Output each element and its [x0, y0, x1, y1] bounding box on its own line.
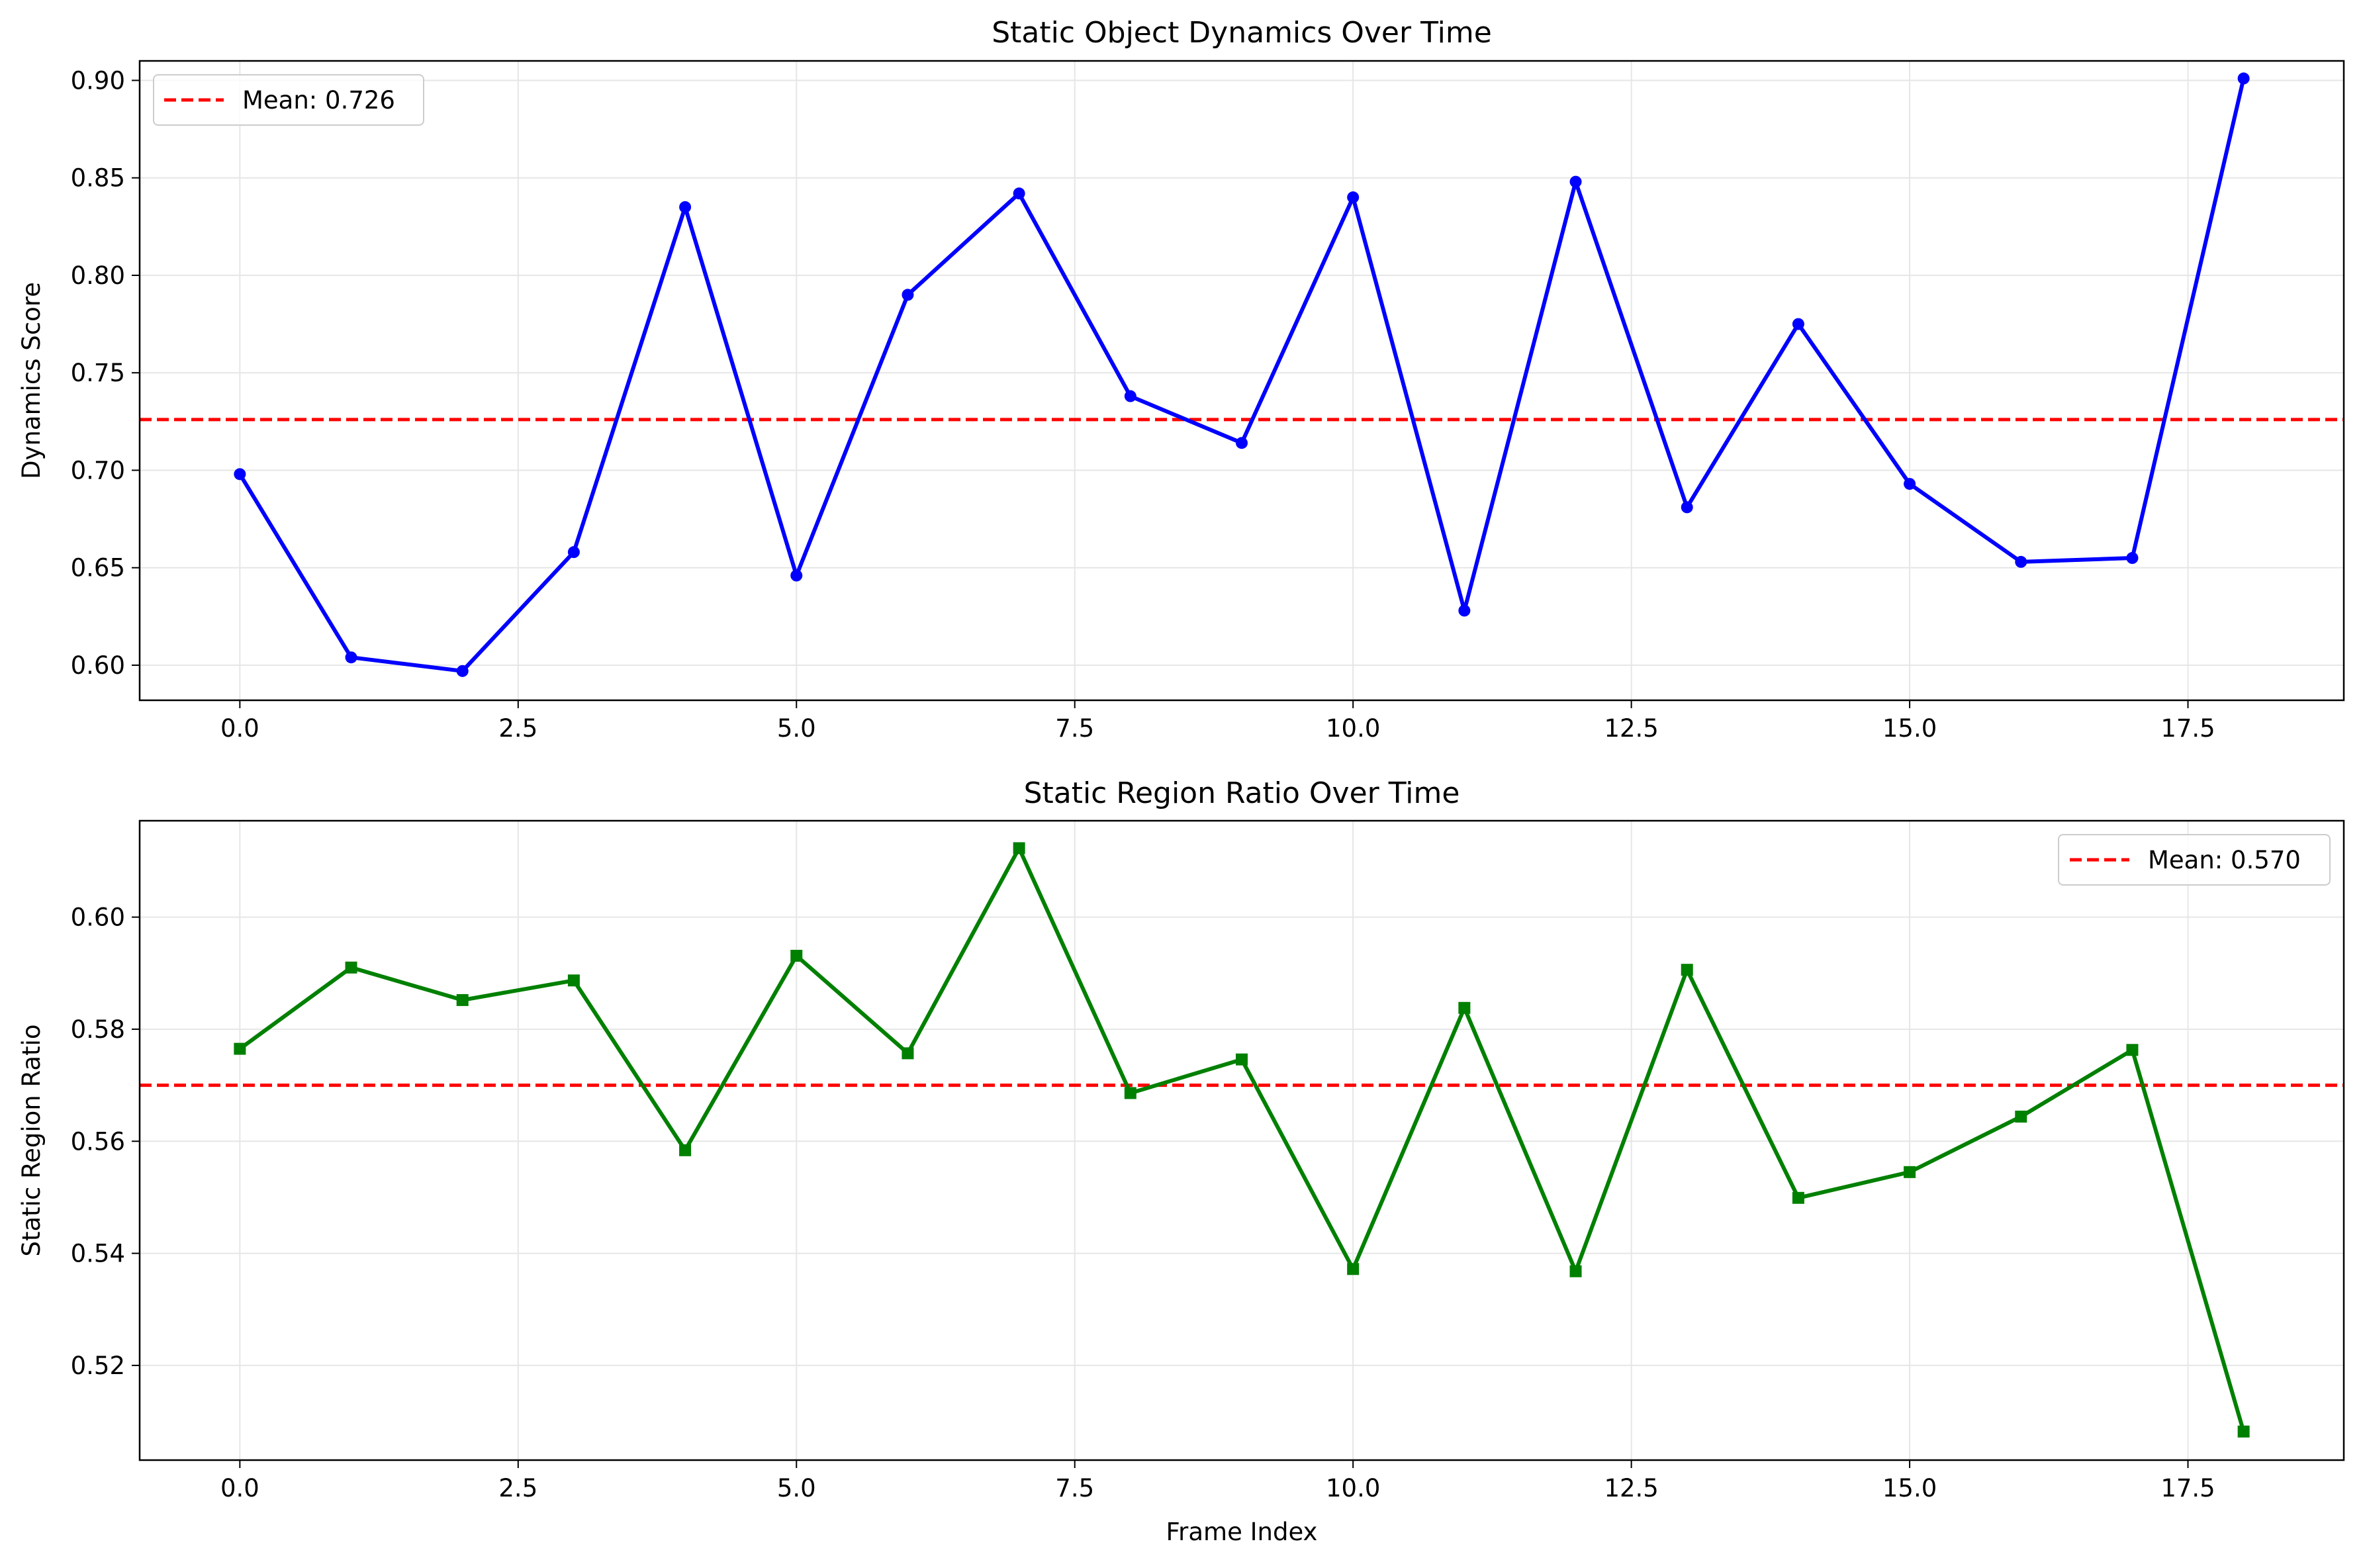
data-point — [1792, 318, 1804, 330]
data-point — [1681, 964, 1693, 976]
data-point — [1236, 1053, 1248, 1066]
axes-frame — [138, 60, 2345, 702]
legend-box — [2058, 834, 2331, 886]
data-point — [902, 1047, 914, 1060]
x-tick-label: 17.5 — [2160, 714, 2215, 743]
data-point — [1347, 1263, 1360, 1275]
y-tick-label: 0.52 — [71, 1352, 125, 1380]
dynamics-score-plot: Static Object Dynamics Over Time 0.0 2.5 5… — [17, 16, 2345, 743]
data-point — [1124, 390, 1136, 402]
data-point — [567, 546, 580, 559]
legend-label-mean: Mean: 0.570 — [2148, 846, 2301, 874]
grid — [140, 821, 2344, 1460]
y-tick-label: 0.58 — [71, 1015, 125, 1044]
y-tick-label: 0.75 — [71, 359, 125, 387]
data-point — [2015, 555, 2027, 568]
x-tick-label: 7.5 — [1055, 714, 1094, 743]
x-tick-label: 12.5 — [1604, 1474, 1658, 1502]
data-point — [1904, 478, 1916, 490]
data-point — [2126, 1044, 2139, 1056]
y-tick-label: 0.60 — [71, 651, 125, 680]
data-point — [2015, 1111, 2027, 1123]
y-tick-label: 0.90 — [71, 66, 125, 95]
legend: Mean: 0.726 — [153, 74, 424, 126]
x-tick-label: 17.5 — [2160, 1474, 2215, 1502]
data-point — [456, 665, 469, 677]
y-tick-label: 0.65 — [71, 554, 125, 582]
x-tick-label: 10.0 — [1326, 1474, 1380, 1502]
data-point — [790, 950, 803, 962]
y-axis-label: Dynamics Score — [17, 282, 46, 479]
data-point — [790, 569, 803, 582]
data-point — [345, 651, 357, 664]
y-axis-label: Static Region Ratio — [17, 1025, 46, 1257]
data-point — [2237, 1425, 2250, 1438]
data-point — [1569, 175, 1582, 188]
data-point — [1904, 1166, 1916, 1178]
y-tick-label: 0.80 — [71, 261, 125, 290]
x-tick-label: 5.0 — [777, 714, 816, 743]
y-tick-label: 0.60 — [71, 903, 125, 932]
data-point — [1124, 1087, 1136, 1099]
data-point — [1681, 501, 1693, 514]
static-region-ratio-plot: Static Region Ratio Over Time 0.0 2.5 5.0 7… — [17, 776, 2345, 1546]
series-group — [234, 842, 2250, 1438]
legend-label-mean: Mean: 0.726 — [242, 86, 395, 115]
x-tick-label: 15.0 — [1882, 714, 1937, 743]
data-point — [679, 201, 692, 213]
y-tick-label: 0.54 — [71, 1240, 125, 1268]
data-point — [567, 974, 580, 987]
axes-frame — [138, 819, 2345, 1461]
data-point — [679, 1144, 692, 1156]
grid — [140, 61, 2344, 700]
x-tick-label: 12.5 — [1604, 714, 1658, 743]
data-point — [1458, 1001, 1471, 1014]
x-tick-label: 2.5 — [498, 1474, 537, 1502]
data-point — [1458, 604, 1471, 617]
x-axis-ticks: 0.0 2.5 5.0 7.5 10.0 12.5 15.0 17.5 — [220, 1460, 2215, 1502]
y-tick-label: 0.70 — [71, 456, 125, 484]
data-point — [345, 961, 357, 974]
data-point — [1013, 842, 1025, 854]
x-tick-label: 2.5 — [498, 714, 537, 743]
y-tick-label: 0.56 — [71, 1127, 125, 1156]
data-point — [1347, 191, 1360, 204]
data-point — [1013, 187, 1025, 200]
y-tick-label: 0.85 — [71, 164, 125, 193]
y-axis-ticks: 0.60 0.65 0.70 0.75 0.80 0.85 0.90 — [71, 66, 140, 680]
x-tick-label: 0.0 — [220, 714, 259, 743]
data-point — [902, 289, 914, 301]
x-tick-label: 7.5 — [1055, 1474, 1094, 1502]
data-point — [2237, 72, 2250, 85]
x-tick-label: 0.0 — [220, 1474, 259, 1502]
y-axis-ticks: 0.52 0.54 0.56 0.58 0.60 — [71, 903, 140, 1380]
legend-box — [153, 74, 424, 126]
data-point — [2126, 552, 2139, 565]
data-point — [456, 993, 469, 1006]
data-point — [234, 468, 246, 481]
x-tick-label: 10.0 — [1326, 714, 1380, 743]
data-point — [1569, 1265, 1582, 1277]
data-point — [1236, 437, 1248, 449]
chart-title: Static Object Dynamics Over Time — [992, 16, 1492, 50]
legend: Mean: 0.570 — [2058, 834, 2331, 886]
data-point — [234, 1042, 246, 1055]
series-group — [234, 72, 2250, 677]
x-axis-label: Frame Index — [1166, 1518, 1318, 1546]
chart-title: Static Region Ratio Over Time — [1024, 776, 1460, 810]
x-tick-label: 5.0 — [777, 1474, 816, 1502]
data-point — [1792, 1191, 1804, 1204]
x-axis-ticks: 0.0 2.5 5.0 7.5 10.0 12.5 15.0 17.5 — [220, 700, 2215, 743]
x-tick-label: 15.0 — [1882, 1474, 1937, 1502]
